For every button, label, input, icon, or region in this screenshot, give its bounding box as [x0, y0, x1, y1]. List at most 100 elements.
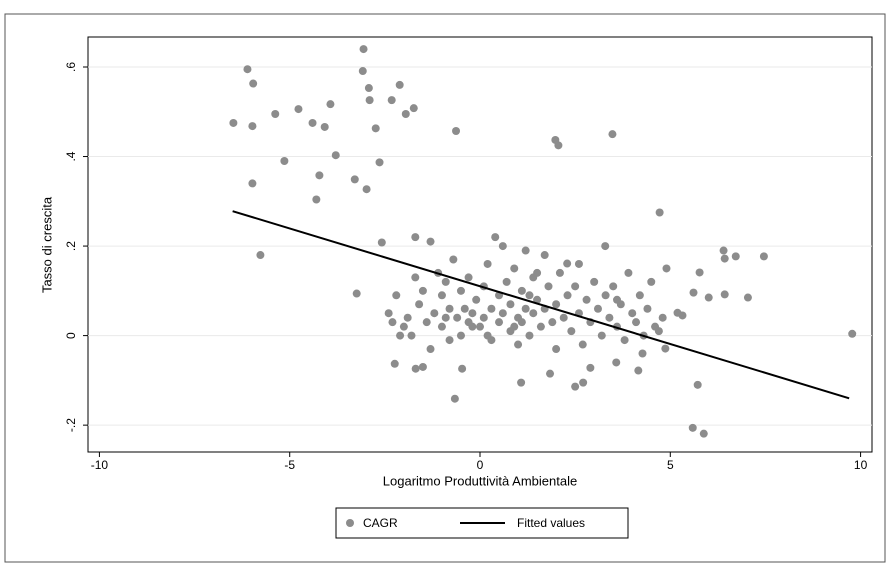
- scatter-point: [450, 394, 459, 403]
- scatter-point: [647, 277, 656, 286]
- scatter-point: [294, 105, 303, 114]
- scatter-point: [559, 313, 568, 322]
- scatter-point: [533, 268, 542, 277]
- scatter-point: [593, 304, 602, 313]
- scatter-point: [483, 331, 492, 340]
- scatter-point: [396, 331, 405, 340]
- scatter-point: [411, 273, 420, 282]
- x-tick-label: 10: [854, 458, 868, 472]
- scatter-point: [540, 251, 549, 260]
- scatter-point: [248, 122, 257, 131]
- y-tick-label: .4: [64, 151, 78, 161]
- scatter-point: [544, 282, 553, 291]
- x-tick-label: -5: [284, 458, 295, 472]
- scatter-point: [456, 286, 465, 295]
- scatter-point: [483, 259, 492, 268]
- scatter-point: [563, 259, 572, 268]
- x-tick-label: -10: [91, 458, 109, 472]
- scatter-point: [628, 309, 637, 318]
- scatter-point: [248, 179, 257, 188]
- scatter-point: [388, 318, 397, 327]
- scatter-point: [468, 309, 477, 318]
- scatter-point: [579, 378, 588, 387]
- scatter-point: [445, 336, 454, 345]
- scatter-point: [495, 318, 504, 327]
- plot-area: [87, 36, 873, 453]
- scatter-point: [422, 318, 431, 327]
- scatter-point: [387, 96, 396, 105]
- legend-label: Fitted values: [517, 516, 585, 530]
- scatter-point: [567, 327, 576, 336]
- scatter-point: [390, 359, 399, 368]
- scatter-point: [411, 364, 420, 373]
- scatter-point: [350, 175, 359, 184]
- scatter-point: [521, 246, 530, 255]
- scatter-point: [655, 208, 664, 217]
- scatter-point: [624, 268, 633, 277]
- scatter-point: [401, 110, 410, 119]
- scatter-point: [362, 185, 371, 194]
- scatter-point: [743, 293, 752, 302]
- scatter-point: [720, 290, 729, 299]
- scatter-point: [529, 309, 538, 318]
- scatter-point: [326, 100, 335, 109]
- scatter-point: [371, 124, 380, 133]
- scatter-point: [460, 304, 469, 313]
- scatter-point: [571, 382, 580, 391]
- scatter-point: [643, 304, 652, 313]
- y-tick-label: .6: [64, 62, 78, 72]
- scatter-point: [359, 45, 368, 54]
- scatter-point: [731, 252, 740, 261]
- scatter-point: [243, 65, 252, 74]
- scatter-point: [458, 364, 467, 373]
- scatter-point: [399, 322, 408, 331]
- x-tick-label: 0: [477, 458, 484, 472]
- scatter-point: [411, 233, 420, 242]
- scatter-point: [312, 195, 321, 204]
- scatter-point: [612, 358, 621, 367]
- scatter-point: [634, 366, 643, 375]
- scatter-point: [848, 329, 857, 338]
- scatter-point: [620, 336, 629, 345]
- scatter-point: [229, 118, 238, 127]
- scatter-point: [533, 295, 542, 304]
- y-tick-label: .2: [64, 241, 78, 251]
- scatter-point: [658, 313, 667, 322]
- scatter-point: [613, 295, 622, 304]
- scatter-point: [377, 238, 386, 247]
- scatter-point: [571, 282, 580, 291]
- scatter-point: [479, 313, 488, 322]
- scatter-point: [352, 289, 361, 298]
- scatter-point: [403, 313, 412, 322]
- scatter-point: [441, 277, 450, 286]
- scatter-point: [605, 313, 614, 322]
- scatter-point: [256, 251, 265, 260]
- scatter-point: [548, 318, 557, 327]
- scatter-point: [662, 264, 671, 273]
- scatter-point: [536, 322, 545, 331]
- scatter-point: [578, 340, 587, 349]
- scatter-point: [384, 309, 393, 318]
- scatter-point: [720, 254, 729, 263]
- scatter-point: [688, 423, 697, 432]
- scatter-point: [525, 291, 534, 300]
- scatter-point: [525, 331, 534, 340]
- scatter-point: [510, 264, 519, 273]
- scatter-point: [689, 288, 698, 297]
- scatter-point: [464, 273, 473, 282]
- scatter-point: [320, 122, 329, 131]
- scatter-point: [546, 369, 555, 378]
- scatter-point: [517, 378, 526, 387]
- scatter-point: [582, 295, 591, 304]
- scatter-point: [331, 151, 340, 160]
- scatter-point: [678, 311, 687, 320]
- scatter-point: [472, 295, 481, 304]
- scatter-point: [249, 79, 258, 88]
- scatter-point: [441, 313, 450, 322]
- scatter-point: [498, 309, 507, 318]
- x-axis-title: Logaritmo Produttività Ambientale: [383, 473, 577, 488]
- scatter-point: [552, 345, 561, 354]
- scatter-point: [517, 318, 526, 327]
- scatter-point: [699, 429, 708, 438]
